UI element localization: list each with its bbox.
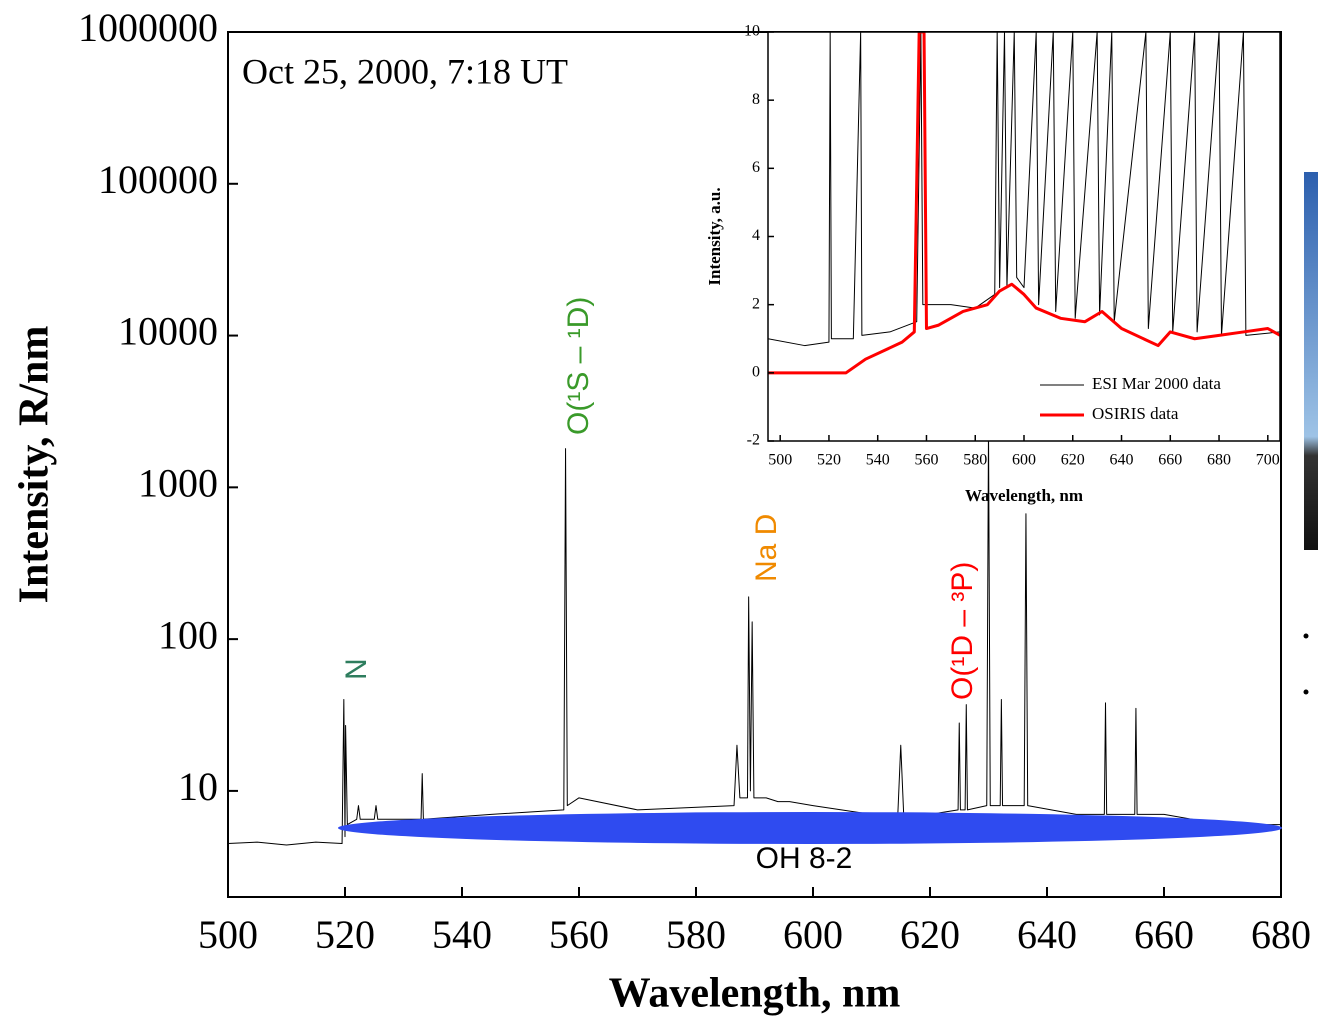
x-tick-label: 500 (198, 912, 258, 957)
background-image (1304, 172, 1318, 550)
bullet (1303, 633, 1309, 639)
series-line (768, 32, 1280, 375)
x-axis-label: Wavelength, nm (965, 486, 1083, 505)
annotation: OH 8-2 (756, 842, 853, 875)
y-tick-label: 10000 (118, 309, 218, 354)
x-tick-label: 680 (1207, 452, 1231, 469)
y-tick-label: 2 (752, 295, 760, 312)
y-tick-label: 4 (752, 227, 760, 244)
y-tick-label: 100 (158, 612, 218, 657)
legend-label: OSIRIS data (1092, 404, 1179, 423)
bullet (1303, 689, 1309, 695)
x-tick-label: 680 (1251, 912, 1311, 957)
x-tick-label: 600 (783, 912, 843, 957)
series-line (228, 426, 1281, 846)
x-tick-label: 520 (315, 912, 375, 957)
x-tick-label: 540 (432, 912, 492, 957)
oh-band (338, 812, 1282, 844)
annotation: Na D (750, 514, 783, 582)
annotation: Oct 25, 2000, 7:18 UT (242, 51, 568, 91)
x-tick-label: 660 (1158, 452, 1182, 469)
annotation: N (340, 658, 373, 680)
series-group (768, 32, 1280, 375)
y-tick-label: 100000 (98, 157, 218, 202)
y-tick-label: 1000000 (78, 5, 218, 50)
annotation: O(¹D – ³P) (946, 562, 979, 700)
y-tick-label: 6 (752, 159, 760, 176)
x-tick-label: 620 (900, 912, 960, 957)
series-group (228, 426, 1281, 846)
main-annotations: Oct 25, 2000, 7:18 UT N O(¹S – ¹D) Na D O(¹D… (242, 51, 979, 875)
legend-label: ESI Mar 2000 data (1092, 374, 1221, 393)
x-tick-label: 560 (549, 912, 609, 957)
x-tick-label: 660 (1134, 912, 1194, 957)
x-tick-label: 580 (963, 452, 987, 469)
y-tick-label: 0 (752, 364, 760, 381)
x-tick-label: 580 (666, 912, 726, 957)
x-tick-label: 560 (914, 452, 938, 469)
x-tick-label: 620 (1061, 452, 1085, 469)
y-tick-label: 10 (744, 23, 760, 40)
x-tick-label: 500 (768, 452, 792, 469)
y-tick-label: 1000 (138, 461, 218, 506)
x-axis-label: Wavelength, nm (609, 971, 901, 1017)
annotation: O(¹S – ¹D) (562, 297, 595, 435)
inset-chart: 500 520 540 560 580 600 620 640 660 680 700 -2 0 2 4 6 8… (705, 23, 1281, 505)
plot-frame (227, 31, 1282, 898)
plot-area (768, 32, 1280, 441)
x-tick-label: 640 (1017, 912, 1077, 957)
y-axis-label: Intensity, R/nm (12, 326, 58, 604)
x-tick-label: 700 (1256, 452, 1280, 469)
y-axis-label: Intensity, a.u. (705, 187, 724, 285)
x-tick-label: 600 (1012, 452, 1036, 469)
y-tick-label: 8 (752, 91, 760, 108)
x-tick-label: 520 (817, 452, 841, 469)
x-tick-label: 640 (1110, 452, 1134, 469)
y-tick-label: -2 (747, 432, 760, 449)
x-tick-label: 540 (866, 452, 890, 469)
y-tick-label: 10 (178, 764, 218, 809)
